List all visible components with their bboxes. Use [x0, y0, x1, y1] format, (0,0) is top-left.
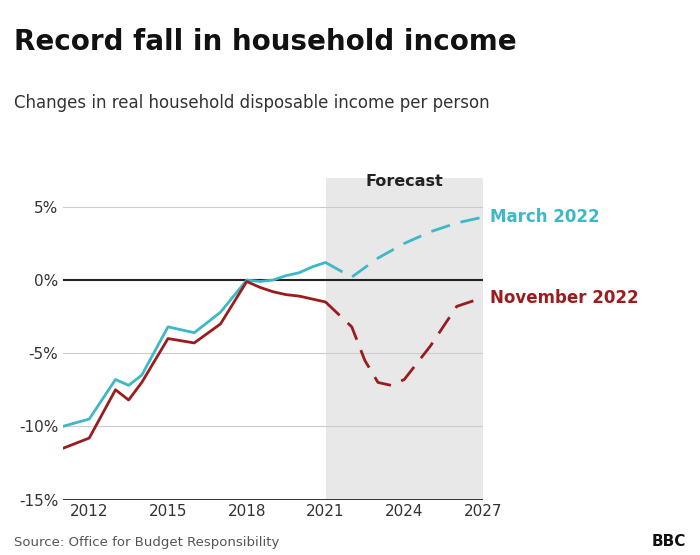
Text: Changes in real household disposable income per person: Changes in real household disposable inc… — [14, 94, 489, 112]
Text: November 2022: November 2022 — [490, 289, 638, 306]
Text: Source: Office for Budget Responsibility: Source: Office for Budget Responsibility — [14, 537, 279, 549]
Bar — [326, 178, 483, 500]
Text: March 2022: March 2022 — [490, 208, 600, 226]
Text: Forecast: Forecast — [365, 174, 443, 189]
Text: BBC: BBC — [652, 534, 686, 549]
Text: Record fall in household income: Record fall in household income — [14, 28, 517, 56]
